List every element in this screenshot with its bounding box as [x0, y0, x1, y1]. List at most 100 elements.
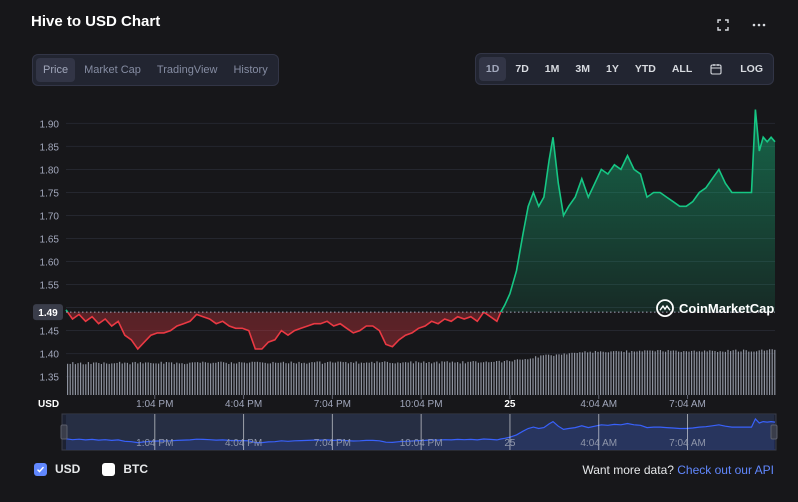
volume-bar	[402, 362, 404, 395]
more-icon[interactable]	[750, 16, 768, 34]
volume-bar	[436, 361, 438, 395]
volume-bar	[542, 355, 544, 395]
volume-bar	[80, 362, 82, 395]
volume-bar	[730, 351, 732, 395]
tab-tradingview[interactable]: TradingView	[156, 64, 218, 76]
volume-bar	[269, 363, 271, 395]
range-all[interactable]: ALL	[671, 63, 693, 75]
tab-price[interactable]: Price	[36, 58, 76, 82]
reference-price-label: 1.49	[38, 308, 58, 319]
volume-bar	[262, 362, 264, 395]
x-tick-label: 10:04 PM	[400, 399, 443, 410]
volume-bar	[202, 361, 204, 395]
volume-bar	[498, 360, 500, 395]
btc-checkbox[interactable]	[102, 462, 116, 476]
volume-bar	[233, 363, 235, 395]
legend-usd-label: USD	[55, 462, 81, 476]
volume-bar	[314, 362, 316, 395]
volume-bar	[719, 351, 721, 395]
volume-bar	[563, 353, 565, 395]
volume-bar	[100, 363, 102, 395]
navigator-handle[interactable]	[770, 424, 778, 440]
range-3m[interactable]: 3M	[575, 63, 590, 75]
volume-bar	[545, 354, 547, 395]
volume-bar	[160, 361, 162, 395]
volume-bar	[410, 361, 412, 395]
volume-bar	[467, 361, 469, 395]
navigator-tick-label: 25	[504, 438, 516, 449]
volume-bar	[168, 362, 170, 395]
range-7d[interactable]: 7D	[515, 63, 529, 75]
volume-bar	[472, 361, 474, 395]
volume-bar	[584, 351, 586, 395]
volume-bar	[420, 362, 422, 395]
volume-bar	[740, 351, 742, 395]
calendar-icon[interactable]	[701, 57, 731, 81]
coinmarketcap-icon	[656, 299, 674, 318]
chart-title: Hive to USD Chart	[31, 13, 161, 30]
volume-bar	[217, 361, 219, 395]
volume-bar	[225, 362, 227, 395]
volume-bar	[683, 351, 685, 395]
volume-bar	[524, 359, 526, 395]
x-tick-label: 4:04 PM	[225, 399, 262, 410]
volume-bar	[355, 361, 357, 395]
volume-bar	[178, 363, 180, 395]
volume-bar	[259, 362, 261, 395]
volume-bar	[129, 364, 131, 395]
usd-checkbox[interactable]	[34, 462, 47, 476]
volume-bar	[462, 361, 464, 395]
price-chart[interactable]: 1.351.401.451.501.551.601.651.701.751.80…	[0, 0, 798, 460]
range-tabs: 1D 7D 1M 3M 1Y YTD ALL LOG	[474, 53, 774, 85]
legend-btc[interactable]: BTC	[102, 462, 148, 476]
volume-bar	[111, 363, 113, 395]
navigator-handle[interactable]	[60, 424, 68, 440]
y-tick-label: 1.60	[40, 258, 60, 269]
range-1m[interactable]: 1M	[544, 63, 560, 75]
volume-bar	[340, 361, 342, 395]
volume-bar	[142, 363, 144, 395]
volume-bar	[98, 363, 100, 395]
range-log[interactable]: LOG	[740, 63, 763, 75]
volume-bar	[737, 351, 739, 395]
volume-bar	[550, 355, 552, 395]
volume-bar	[657, 350, 659, 395]
volume-bar	[319, 361, 321, 395]
volume-bar	[67, 363, 69, 395]
reference-badge	[33, 304, 63, 321]
range-1y[interactable]: 1Y	[605, 63, 619, 75]
legend-usd[interactable]: USD	[34, 462, 80, 476]
tab-market-cap[interactable]: Market Cap	[84, 64, 141, 76]
volume-bar	[95, 362, 97, 395]
api-link[interactable]: Check out our API	[677, 463, 774, 477]
y-tick-label: 1.45	[40, 327, 60, 338]
volume-bar	[241, 362, 243, 395]
volume-bar	[173, 364, 175, 395]
volume-bar	[298, 361, 300, 395]
volume-bar	[750, 351, 752, 395]
volume-bar	[628, 352, 630, 395]
volume-bar	[254, 361, 256, 395]
volume-bar	[327, 362, 329, 395]
fullscreen-icon[interactable]	[714, 16, 732, 34]
y-tick-label: 1.85	[40, 142, 60, 153]
volume-bar	[743, 349, 745, 395]
range-ytd[interactable]: YTD	[634, 63, 656, 75]
volume-bar	[753, 351, 755, 395]
volume-bar	[425, 362, 427, 395]
volume-bar	[285, 363, 287, 395]
volume-bar	[345, 361, 347, 395]
volume-bar	[444, 361, 446, 395]
x-tick-label: 4:04 AM	[580, 399, 617, 410]
volume-bar	[477, 362, 479, 395]
volume-bar	[342, 362, 344, 395]
range-1d[interactable]: 1D	[478, 57, 507, 81]
volume-bar	[457, 362, 459, 395]
volume-bar	[373, 363, 375, 395]
volume-bar	[181, 363, 183, 395]
tab-history[interactable]: History	[233, 64, 268, 76]
volume-bar	[574, 352, 576, 395]
volume-bar	[204, 362, 206, 395]
coinmarketcap-logo: CoinMarketCap	[656, 299, 774, 318]
volume-bar	[475, 361, 477, 395]
